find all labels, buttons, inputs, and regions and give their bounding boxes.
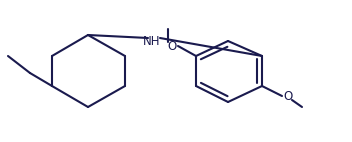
Text: O: O bbox=[283, 89, 293, 103]
Text: O: O bbox=[167, 39, 177, 53]
Text: NH: NH bbox=[143, 35, 161, 48]
